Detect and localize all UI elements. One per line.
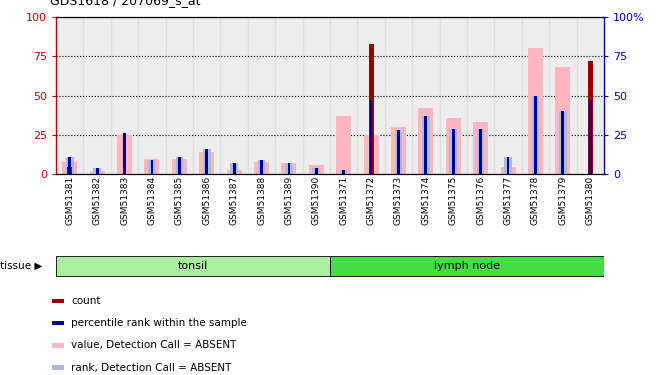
Bar <box>369 44 374 174</box>
Bar <box>312 168 320 174</box>
Text: count: count <box>71 296 101 306</box>
Bar <box>494 17 521 174</box>
Bar <box>309 165 324 174</box>
Bar <box>90 171 105 174</box>
Bar <box>123 134 126 174</box>
Bar <box>52 343 64 348</box>
Bar <box>343 170 345 174</box>
Bar <box>422 116 430 174</box>
Bar <box>52 298 64 303</box>
Bar <box>203 149 211 174</box>
Bar <box>288 164 290 174</box>
Bar <box>96 168 98 174</box>
Bar <box>148 160 156 174</box>
Bar <box>364 135 379 174</box>
Bar <box>549 17 577 174</box>
Bar <box>172 159 187 174</box>
Text: lymph node: lymph node <box>434 261 500 271</box>
Bar <box>138 17 166 174</box>
Bar <box>62 162 77 174</box>
Bar <box>281 164 296 174</box>
Bar <box>150 160 153 174</box>
Bar <box>199 152 214 174</box>
Bar <box>449 129 457 174</box>
Bar <box>504 157 512 174</box>
Text: tissue ▶: tissue ▶ <box>0 261 42 271</box>
Bar <box>205 149 208 174</box>
Bar <box>111 17 138 174</box>
Bar <box>467 17 494 174</box>
Bar <box>562 111 564 174</box>
Bar <box>555 67 570 174</box>
Bar <box>66 157 74 174</box>
Bar <box>452 129 455 174</box>
Bar <box>315 168 317 174</box>
Bar <box>477 129 484 174</box>
Bar <box>260 160 263 174</box>
Bar <box>397 130 400 174</box>
Bar <box>56 17 83 174</box>
Bar <box>531 96 539 174</box>
Bar <box>534 96 537 174</box>
Bar <box>220 17 248 174</box>
Bar <box>330 256 604 276</box>
Bar <box>358 17 385 174</box>
Bar <box>424 116 427 174</box>
Bar <box>336 116 351 174</box>
Text: GDS1618 / 207069_s_at: GDS1618 / 207069_s_at <box>50 0 200 8</box>
Text: percentile rank within the sample: percentile rank within the sample <box>71 318 247 328</box>
Text: tonsil: tonsil <box>178 261 208 271</box>
Bar <box>93 168 101 174</box>
Bar <box>257 160 265 174</box>
Bar <box>418 108 434 174</box>
Bar <box>178 157 181 174</box>
Bar <box>391 127 406 174</box>
Bar <box>52 321 64 326</box>
Bar <box>275 17 302 174</box>
Bar <box>145 159 160 174</box>
Bar <box>56 256 330 276</box>
Bar <box>521 17 549 174</box>
Text: value, Detection Call = ABSENT: value, Detection Call = ABSENT <box>71 340 236 351</box>
Bar <box>370 100 372 174</box>
Bar <box>479 129 482 174</box>
Bar <box>395 130 403 174</box>
Bar <box>117 135 132 174</box>
Bar <box>528 48 543 174</box>
Bar <box>254 162 269 174</box>
Bar <box>67 166 72 174</box>
Bar <box>52 366 64 370</box>
Bar <box>473 122 488 174</box>
Bar <box>330 17 358 174</box>
Bar <box>385 17 412 174</box>
Bar <box>440 17 467 174</box>
Bar <box>446 118 461 174</box>
Text: rank, Detection Call = ABSENT: rank, Detection Call = ABSENT <box>71 363 232 373</box>
Bar <box>500 166 515 174</box>
Bar <box>302 17 330 174</box>
Bar <box>69 157 71 174</box>
Bar <box>412 17 440 174</box>
Bar <box>226 170 242 174</box>
Bar <box>577 17 604 174</box>
Bar <box>589 100 591 174</box>
Bar <box>285 164 293 174</box>
Bar <box>507 157 510 174</box>
Bar <box>176 157 183 174</box>
Bar <box>233 164 236 174</box>
Bar <box>340 170 348 174</box>
Bar <box>166 17 193 174</box>
Bar <box>559 111 567 174</box>
Bar <box>193 17 220 174</box>
Bar <box>248 17 275 174</box>
Bar <box>588 61 593 174</box>
Bar <box>83 17 111 174</box>
Bar <box>230 164 238 174</box>
